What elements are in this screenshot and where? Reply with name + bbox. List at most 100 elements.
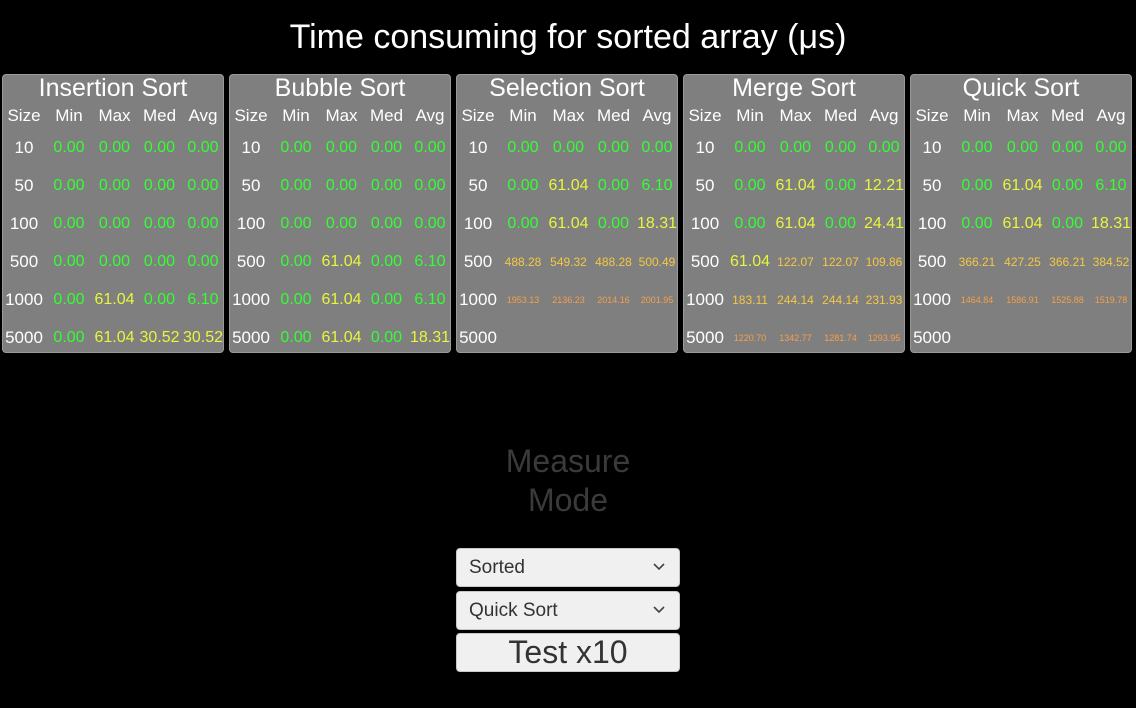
value-cell: 1293.95: [867, 333, 901, 343]
column-header: Avg: [642, 106, 672, 125]
value-cell: 0.00: [370, 177, 403, 194]
value-cell: 0.00: [280, 177, 312, 194]
value-cell: 6.10: [641, 177, 673, 194]
value-cell: 61.04: [775, 177, 816, 194]
size-cell: 1000: [686, 290, 724, 309]
value-cell: 12.21: [863, 177, 905, 194]
value-cell: 6.10: [414, 253, 446, 270]
value-cell: 61.04: [548, 215, 589, 232]
table-row: 100 0.00 0.00 0.00 0.00: [230, 211, 450, 237]
value-cell: 61.04: [321, 253, 362, 270]
value-cell: 549.32: [550, 255, 587, 269]
value-cell: 61.04: [729, 253, 771, 270]
value-cell: 0.00: [143, 177, 176, 194]
test-button[interactable]: Test x10: [456, 633, 680, 672]
panel-title: Insertion Sort: [38, 74, 188, 102]
value-cell: 61.04: [321, 329, 362, 346]
column-header: Avg: [188, 106, 218, 125]
table-row: 50 0.00 0.00 0.00 0.00: [230, 173, 450, 199]
value-cell: 0.00: [824, 139, 857, 156]
algorithm-dropdown[interactable]: Quick Sort: [456, 591, 680, 630]
value-cell: 0.00: [868, 139, 900, 156]
column-header: Avg: [415, 106, 445, 125]
table-row: 50 0.00 61.04 0.00 6.10: [911, 173, 1131, 199]
array-order-dropdown[interactable]: Sorted: [456, 548, 680, 587]
table-row: 1000 1953.13 2136.23 2014.16 2001.95: [457, 287, 677, 313]
table-row: 10 0.00 0.00 0.00 0.00: [457, 135, 677, 161]
value-cell: 0.00: [370, 329, 403, 346]
value-cell: 0.00: [597, 177, 630, 194]
panel-title: Merge Sort: [732, 74, 856, 102]
size-cell: 500: [236, 252, 266, 271]
value-cell: 0.00: [98, 253, 131, 270]
table-row: 1000 0.00 61.04 0.00 6.10: [230, 287, 450, 313]
value-cell: [1045, 325, 1090, 351]
column-header: Size: [688, 106, 722, 125]
value-cell: 427.25: [1004, 255, 1041, 269]
column-header: Avg: [869, 106, 899, 125]
value-cell: 0.00: [98, 177, 131, 194]
value-cell: 0.00: [1051, 177, 1084, 194]
size-cell: 100: [690, 214, 720, 233]
size-cell: 500: [463, 252, 493, 271]
value-cell: 0.00: [1095, 139, 1127, 156]
value-cell: 122.07: [777, 255, 814, 269]
value-cell: 0.00: [280, 253, 312, 270]
value-cell: 0.00: [280, 329, 312, 346]
panel-title: Quick Sort: [962, 74, 1080, 102]
value-cell: 0.00: [325, 215, 358, 232]
value-cell: 0.00: [734, 139, 766, 156]
size-cell: 10: [241, 138, 261, 157]
value-cell: 61.04: [94, 329, 135, 346]
value-cell: 0.00: [734, 177, 766, 194]
column-header: Med: [369, 106, 404, 125]
panel-title: Bubble Sort: [274, 74, 406, 102]
table-row: 100 0.00 61.04 0.00 18.31: [911, 211, 1131, 237]
value-cell: 0.00: [552, 139, 585, 156]
table-row: 5000: [457, 325, 677, 351]
results-panel: Quick Sort Size Min Max Med Avg 10 0.00 0.00 0.00…: [910, 74, 1132, 353]
value-cell: 0.00: [597, 139, 630, 156]
value-cell: 0.00: [325, 139, 358, 156]
value-cell: 2001.95: [640, 295, 674, 305]
column-header: Size: [234, 106, 268, 125]
column-header: Med: [142, 106, 177, 125]
algorithm-value: Quick Sort: [469, 600, 558, 621]
column-header: Min: [509, 106, 537, 125]
size-cell: 100: [236, 214, 266, 233]
value-cell: 0.00: [280, 291, 312, 308]
size-cell: 1000: [913, 290, 951, 309]
value-cell: 6.10: [414, 291, 446, 308]
table-row: 100 0.00 0.00 0.00 0.00: [3, 211, 223, 237]
results-panel: Merge Sort Size Min Max Med Avg 10 0.00 0.00 0.00…: [683, 74, 905, 353]
column-header: Max: [98, 106, 131, 125]
size-cell: 100: [917, 214, 947, 233]
value-cell: 61.04: [94, 291, 135, 308]
value-cell: 0.00: [53, 139, 85, 156]
table-row: 10 0.00 0.00 0.00 0.00: [911, 135, 1131, 161]
page-title: Time consuming for sorted array (μs): [289, 18, 847, 56]
value-cell: 1281.74: [824, 333, 857, 343]
column-header: Max: [325, 106, 358, 125]
value-cell: 0.00: [961, 139, 993, 156]
size-cell: 50: [14, 176, 34, 195]
value-cell: 0.00: [280, 139, 312, 156]
column-header: Med: [1050, 106, 1085, 125]
chevron-down-icon: [653, 563, 665, 571]
table-row: 10 0.00 0.00 0.00 0.00: [684, 135, 904, 161]
value-cell: 61.04: [548, 177, 589, 194]
value-cell: 30.52: [139, 329, 180, 346]
value-cell: 0.00: [98, 139, 131, 156]
value-cell: 0.00: [414, 177, 446, 194]
table-row: 1000 183.11 244.14 244.14 231.93: [684, 287, 904, 313]
panel-title: Selection Sort: [489, 74, 645, 102]
column-header: Min: [282, 106, 310, 125]
value-cell: 0.00: [1006, 139, 1039, 156]
table-row: 5000 0.00 61.04 30.52 30.52: [3, 325, 223, 351]
size-cell: 10: [922, 138, 942, 157]
column-header: Med: [596, 106, 631, 125]
size-cell: 50: [922, 176, 942, 195]
table-row: 500 488.28 549.32 488.28 500.49: [457, 249, 677, 275]
value-cell: 61.04: [775, 215, 816, 232]
table-row: 500 0.00 0.00 0.00 0.00: [3, 249, 223, 275]
